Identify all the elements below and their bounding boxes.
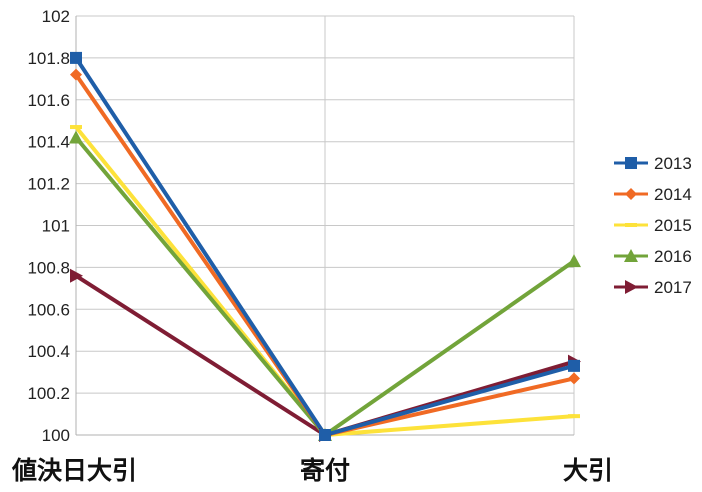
x-tick-label: 寄付 — [300, 456, 350, 485]
data-point-2014 — [70, 68, 82, 81]
legend-item-2017: 2017 — [614, 278, 692, 297]
legend-marker — [625, 157, 637, 169]
y-tick-label: 100.4 — [27, 342, 70, 361]
legend: 2013 2014 2015 2016 2017 — [614, 154, 692, 297]
y-tick-label: 101.8 — [27, 49, 70, 68]
data-point-2017 — [70, 268, 83, 283]
legend-label: 2016 — [654, 247, 692, 266]
y-tick-label: 100.2 — [27, 384, 70, 403]
data-point-2013 — [319, 429, 331, 441]
legend-label: 2013 — [654, 154, 692, 173]
legend-marker — [624, 249, 638, 262]
y-tick-label: 102 — [42, 7, 70, 26]
data-point-2013 — [568, 359, 580, 372]
y-tick-label: 101.6 — [27, 91, 70, 110]
x-tick-label: 大引 — [563, 456, 613, 485]
legend-item-2013: 2013 — [614, 154, 692, 173]
y-tick-label: 101.4 — [27, 133, 70, 152]
legend-label: 2015 — [654, 216, 692, 235]
y-tick-label: 101 — [42, 217, 70, 236]
data-point-2014 — [568, 372, 580, 385]
y-tick-label: 101.2 — [27, 175, 70, 194]
legend-item-2015: 2015 — [614, 216, 692, 235]
y-tick-label: 100.8 — [27, 258, 70, 277]
y-tick-label: 100.6 — [27, 300, 70, 319]
legend-label: 2017 — [654, 278, 692, 297]
data-point-2016 — [69, 130, 83, 144]
legend-marker — [625, 188, 637, 200]
legend-item-2014: 2014 — [614, 185, 692, 204]
y-tick-label: 100 — [42, 426, 70, 445]
data-point-2016 — [567, 254, 581, 268]
legend-item-2016: 2016 — [614, 247, 692, 266]
y-axis-tick-labels: 100 100.2 100.4 100.6 100.8 101 101.2 101.4 101.… — [27, 7, 70, 445]
x-axis-tick-labels: 値決日大引 寄付 大引 — [11, 456, 613, 485]
legend-label: 2014 — [654, 185, 692, 204]
x-tick-label: 値決日大引 — [11, 456, 137, 485]
legend-marker — [625, 280, 638, 294]
series-markers — [69, 51, 581, 442]
data-point-2013 — [70, 51, 82, 64]
